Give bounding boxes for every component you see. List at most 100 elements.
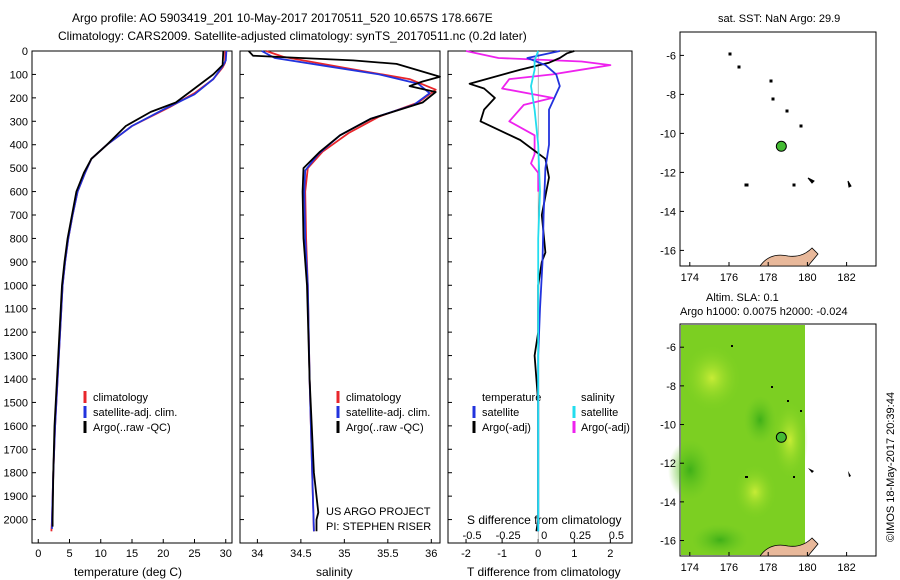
legend-climatology: climatology: [93, 392, 149, 404]
y-tick-label: 400: [10, 140, 28, 152]
island: [808, 468, 814, 473]
y-tick-label: 1000: [4, 280, 28, 292]
island: [787, 400, 789, 402]
map-x-tick-label: 178: [759, 562, 777, 574]
map-y-tick-label: -10: [660, 128, 676, 140]
difference-panel: T difference from climatology S differen…: [447, 50, 633, 579]
legend-sal-satellite: satellite: [581, 407, 618, 419]
map-x-tick-label: 180: [798, 272, 816, 284]
y-tick-label: 800: [10, 233, 28, 245]
island: [728, 52, 732, 56]
sla-high: [682, 344, 742, 412]
sst-map-title: sat. SST: NaN Argo: 29.9: [718, 13, 840, 25]
map-x-tick-label: 176: [720, 562, 738, 574]
series-line-temperature-argo-adj-: [468, 50, 575, 532]
legend-climatology: climatology: [346, 392, 402, 404]
legend-temperature-heading: temperature: [482, 392, 541, 404]
map-y-tick-label: -16: [660, 536, 676, 548]
x-tick-label: 0: [535, 548, 541, 560]
map-y-tick-label: -14: [660, 497, 676, 509]
sla-low: [744, 396, 776, 444]
islands: [731, 345, 851, 478]
top-tick-label: 0: [541, 530, 547, 542]
x-tick-label: 34.5: [290, 548, 311, 560]
legend-salinity-heading: salinity: [581, 392, 615, 404]
y-tick-label: 1900: [4, 491, 28, 503]
legend-sal-argo: Argo(-adj): [581, 422, 630, 434]
argo-float-marker: [775, 431, 787, 443]
y-tick-label: 100: [10, 69, 28, 81]
salinity-legend: climatology satellite-adj. clim. Argo(..…: [336, 391, 430, 434]
x-tick-label: 35.5: [377, 548, 398, 560]
map-y-tick-label: -12: [660, 167, 676, 179]
map-x-tick-label: 174: [681, 272, 699, 284]
island: [737, 65, 741, 69]
island: [807, 177, 815, 184]
difference-legend: temperature satellite Argo(-adj) salinit…: [472, 392, 630, 434]
island: [800, 410, 802, 412]
x-tick-label: 0: [35, 548, 41, 560]
sla-map-panel: Altim. SLA: 0.1 Argo h1000: 0.0075 h2000…: [660, 292, 877, 574]
y-tick-label: 1200: [4, 327, 28, 339]
legend-argo: Argo(..raw -QC): [93, 422, 171, 434]
series-line-climatology: [265, 50, 437, 532]
islands: [728, 52, 852, 188]
map-y-tick-label: -8: [666, 89, 676, 101]
x-tick-label: -1: [497, 548, 507, 560]
island: [793, 476, 795, 478]
island: [848, 471, 851, 477]
x-tick-label: 25: [188, 548, 200, 560]
y-tick-label: 600: [10, 187, 28, 199]
x-tick-label: -2: [461, 548, 471, 560]
header-line1: Argo profile: AO 5903419_201 10-May-2017…: [72, 11, 493, 25]
salinity-xlabel: salinity: [316, 565, 353, 579]
land-fiji: [759, 537, 819, 557]
salinity-axes-frame: [239, 50, 441, 544]
imos-watermark: ©IMOS 18-May-2017 20:39:44: [885, 392, 897, 542]
map-x-tick-label: 178: [759, 272, 777, 284]
x-tick-label: 1: [571, 548, 577, 560]
x-tick-label: 36: [425, 548, 437, 560]
island: [847, 180, 852, 188]
island: [799, 124, 803, 128]
top-tick-label: 0.25: [570, 530, 591, 542]
x-tick-label: 10: [95, 548, 107, 560]
y-tick-label: 1500: [4, 397, 28, 409]
sla-high: [772, 400, 808, 480]
series-line-temperature-satellite: [526, 50, 561, 532]
island: [769, 79, 773, 83]
island: [785, 109, 789, 113]
project-annotation: US ARGO PROJECT: [326, 506, 431, 518]
temperature-panel: temperature (deg C) climatology satellit…: [4, 46, 233, 579]
sst-map-panel: sat. SST: NaN Argo: 29.9 174 176 178 180 182…: [660, 13, 877, 284]
sla-low: [668, 440, 712, 500]
land-fiji: [759, 247, 819, 267]
temperature-legend: climatology satellite-adj. clim. Argo(..…: [83, 391, 177, 434]
y-tick-label: 1700: [4, 444, 28, 456]
difference-axes-frame: [447, 50, 633, 544]
x-tick-label: 5: [66, 548, 72, 560]
x-tick-label: 34: [251, 548, 263, 560]
sla-map-title1: Altim. SLA: 0.1: [706, 292, 779, 304]
y-tick-label: 2000: [4, 515, 28, 527]
legend-temp-argo: Argo(-adj): [482, 422, 531, 434]
y-tick-label: 300: [10, 116, 28, 128]
series-line-satellite-adj-clim-: [261, 50, 431, 532]
y-tick-label: 1400: [4, 374, 28, 386]
island: [792, 183, 796, 187]
y-tick-label: 1300: [4, 351, 28, 363]
top-tick-label: -0.5: [463, 530, 482, 542]
island: [771, 386, 773, 388]
series-line-salinity-argo-adj-: [465, 50, 612, 192]
legend-temp-satellite: satellite: [482, 407, 519, 419]
map-y-tick-label: -12: [660, 458, 676, 470]
map-x-tick-label: 176: [720, 272, 738, 284]
sla-high: [733, 464, 777, 520]
salinity-panel: salinity climatology satellite-adj. clim…: [239, 50, 441, 579]
y-tick-label: 1800: [4, 468, 28, 480]
map-y-tick-label: -14: [660, 206, 676, 218]
legend-argo: Argo(..raw -QC): [346, 422, 424, 434]
x-tick-label: 15: [126, 548, 138, 560]
pi-annotation: PI: STEPHEN RISER: [326, 521, 431, 533]
